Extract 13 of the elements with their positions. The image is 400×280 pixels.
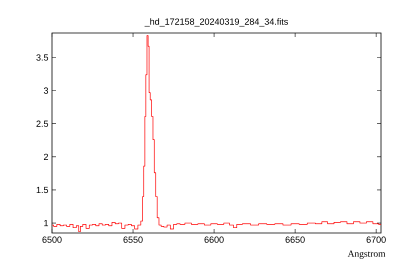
x-tick-label: 6500 [42, 236, 62, 243]
y-tick-label: 1 [44, 220, 48, 226]
y-tick-label: 1.5 [36, 186, 48, 194]
y-tick-label: 3.5 [36, 54, 48, 61]
y-tick-label: 3 [44, 87, 48, 94]
chart-title: _hd_172158_20240319_284_34.fits [144, 18, 288, 26]
x-tick-label: 6600 [204, 236, 224, 243]
y-tick-label: 2 [44, 154, 48, 160]
x-tick-label: 6650 [286, 236, 305, 243]
x-axis-title: Angstrom [348, 250, 386, 259]
x-tick-label: 6550 [124, 236, 143, 243]
y-tick-label: 2.5 [36, 120, 48, 127]
x-tick-label: 6700 [366, 236, 386, 243]
